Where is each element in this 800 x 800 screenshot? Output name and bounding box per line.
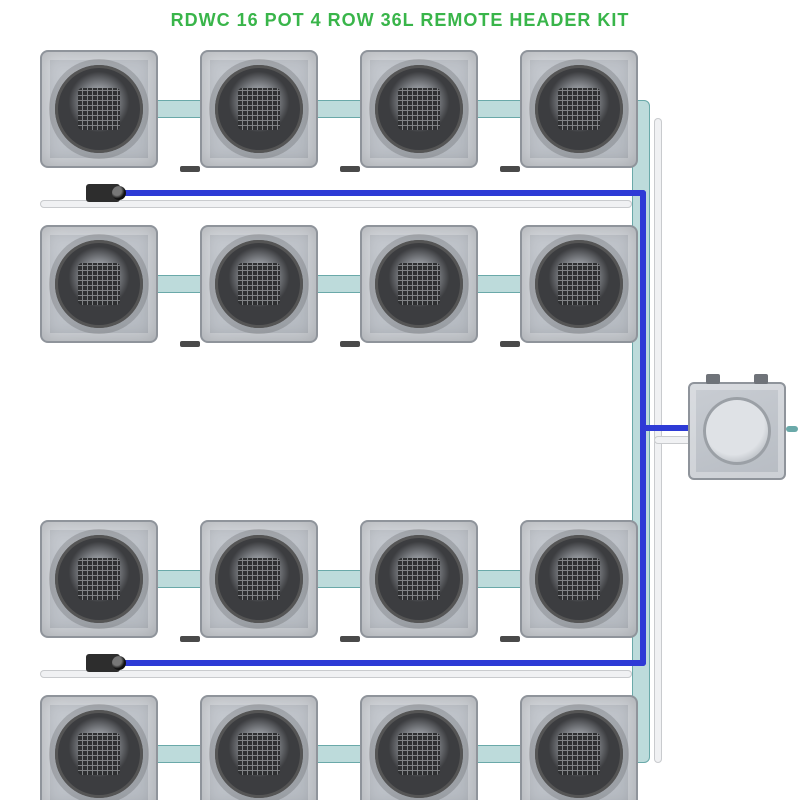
pot-mesh	[238, 263, 281, 306]
pot-r2-c2	[200, 225, 318, 343]
pot-r1-c1	[40, 50, 158, 168]
pot-r2-c3	[360, 225, 478, 343]
pot-basket	[215, 535, 304, 624]
pot-basket	[535, 710, 624, 799]
pot-r4-c3	[360, 695, 478, 800]
pot-r4-c2	[200, 695, 318, 800]
pot-mesh	[558, 88, 601, 131]
pot-mesh	[238, 88, 281, 131]
pot-mesh	[238, 733, 281, 776]
pot-r3-c1	[40, 520, 158, 638]
pot-mesh	[398, 88, 441, 131]
pot-basket	[55, 710, 144, 799]
pots-layer	[0, 0, 800, 800]
pot-r4-c1	[40, 695, 158, 800]
pot-r2-c1	[40, 225, 158, 343]
pot-mesh	[238, 558, 281, 601]
pot-basket	[55, 240, 144, 329]
pot-r3-c2	[200, 520, 318, 638]
pot-basket	[535, 240, 624, 329]
pot-mesh	[558, 558, 601, 601]
pot-basket	[215, 710, 304, 799]
pot-mesh	[558, 733, 601, 776]
pot-basket	[375, 65, 464, 154]
pot-basket	[55, 65, 144, 154]
pot-r1-c4	[520, 50, 638, 168]
pot-mesh	[78, 558, 121, 601]
pot-basket	[535, 535, 624, 624]
pot-mesh	[558, 263, 601, 306]
diagram-stage: RDWC 16 POT 4 ROW 36L REMOTE HEADER KIT	[0, 0, 800, 800]
pot-basket	[215, 65, 304, 154]
pot-mesh	[398, 263, 441, 306]
pot-mesh	[398, 558, 441, 601]
pot-r3-c4	[520, 520, 638, 638]
pot-basket	[55, 535, 144, 624]
header-tab-left	[706, 374, 720, 384]
pot-mesh	[78, 263, 121, 306]
pot-mesh	[398, 733, 441, 776]
pot-r3-c3	[360, 520, 478, 638]
pot-mesh	[78, 733, 121, 776]
pot-basket	[215, 240, 304, 329]
pot-basket	[535, 65, 624, 154]
pot-basket	[375, 535, 464, 624]
pot-basket	[375, 710, 464, 799]
pot-r2-c4	[520, 225, 638, 343]
pot-mesh	[78, 88, 121, 131]
header-tank-lid	[703, 397, 771, 465]
pot-basket	[375, 240, 464, 329]
pot-r1-c3	[360, 50, 478, 168]
diagram-title: RDWC 16 POT 4 ROW 36L REMOTE HEADER KIT	[0, 10, 800, 31]
header-tank	[688, 382, 786, 480]
header-outlet-stub	[786, 426, 798, 432]
pot-r4-c4	[520, 695, 638, 800]
header-tab-right	[754, 374, 768, 384]
pot-r1-c2	[200, 50, 318, 168]
